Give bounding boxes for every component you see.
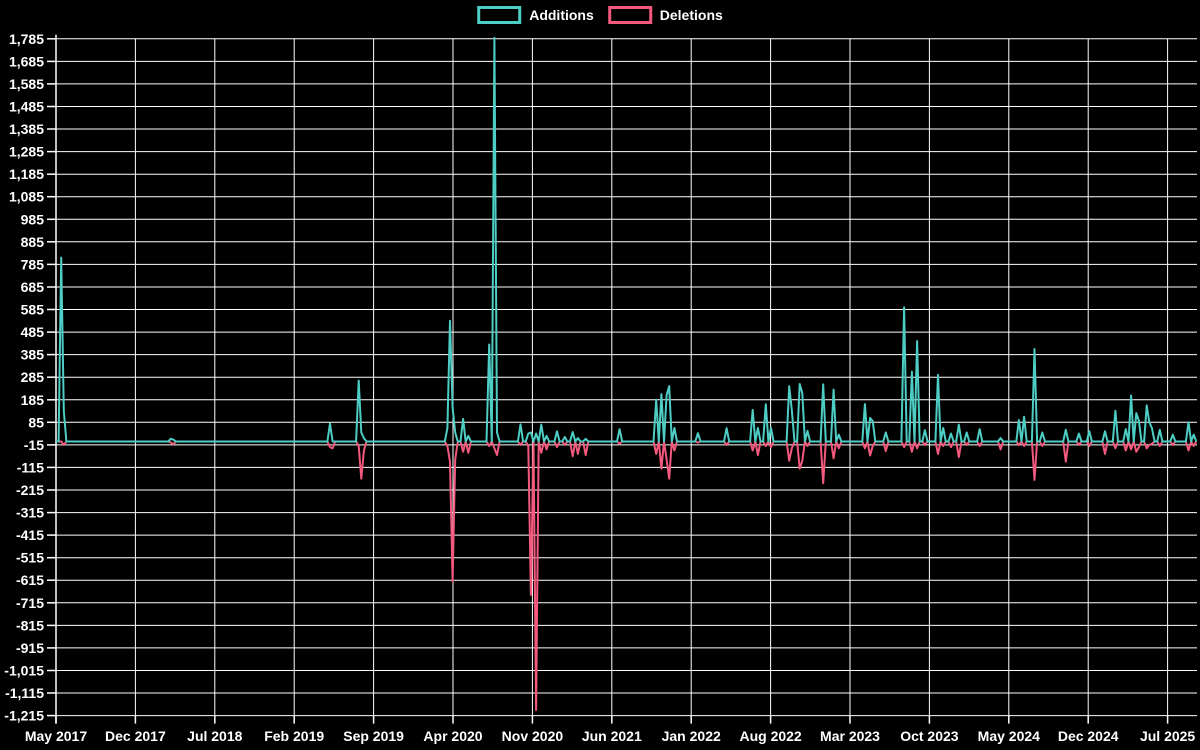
svg-text:1,285: 1,285 [9,144,44,160]
additions-line [56,36,1198,443]
additions-swatch-icon [477,6,522,24]
svg-text:Jul 2018: Jul 2018 [187,728,242,744]
svg-text:885: 885 [21,234,45,250]
svg-text:Jan 2022: Jan 2022 [662,728,721,744]
svg-text:-1,115: -1,115 [5,685,44,701]
svg-text:285: 285 [21,369,45,385]
legend-label-deletions: Deletions [659,7,723,23]
svg-text:-15: -15 [24,437,44,453]
svg-text:1,185: 1,185 [9,166,44,182]
svg-text:Dec 2024: Dec 2024 [1058,728,1119,744]
svg-text:-1,015: -1,015 [4,663,44,679]
svg-text:-215: -215 [16,482,44,498]
svg-text:1,085: 1,085 [9,189,44,205]
svg-text:585: 585 [21,302,45,318]
deletions-swatch-icon [607,6,652,24]
svg-text:1,685: 1,685 [9,53,44,69]
svg-text:685: 685 [21,279,45,295]
deletions-line [56,440,1198,711]
svg-text:Oct 2023: Oct 2023 [900,728,959,744]
svg-text:785: 785 [21,256,45,272]
svg-text:1,585: 1,585 [9,76,44,92]
svg-text:Dec 2017: Dec 2017 [105,728,166,744]
svg-text:-615: -615 [16,572,44,588]
svg-text:-1,215: -1,215 [4,708,44,724]
svg-text:-915: -915 [16,640,44,656]
svg-text:Apr 2020: Apr 2020 [423,728,482,744]
svg-text:Mar 2023: Mar 2023 [820,728,880,744]
svg-text:1,785: 1,785 [9,31,44,47]
svg-text:185: 185 [21,392,45,408]
svg-text:385: 385 [21,347,45,363]
legend-item-deletions[interactable]: Deletions [607,6,723,24]
svg-text:Nov 2020: Nov 2020 [502,728,564,744]
x-axis-grid: May 2017 Dec 2017 Jul 2018 Feb 2019 Sep 2019… [25,38,1195,744]
legend-item-additions[interactable]: Additions [477,6,594,24]
svg-text:May 2017: May 2017 [25,728,87,744]
svg-text:Aug 2022: Aug 2022 [739,728,801,744]
svg-text:-715: -715 [16,595,44,611]
svg-text:-515: -515 [16,550,44,566]
svg-text:-815: -815 [16,617,44,633]
chart-legend: Additions Deletions [477,6,723,24]
y-axis-grid: -1,215 -1,115 -1,015 -915 -815 -715 -615 -515 -4… [4,31,1197,724]
svg-text:Jul 2025: Jul 2025 [1140,728,1195,744]
legend-label-additions: Additions [529,7,594,23]
svg-text:Jun 2021: Jun 2021 [582,728,642,744]
svg-text:1,485: 1,485 [9,99,44,115]
svg-text:485: 485 [21,324,45,340]
svg-text:-315: -315 [16,505,44,521]
svg-text:985: 985 [21,211,45,227]
svg-text:1,385: 1,385 [9,121,44,137]
svg-text:May 2024: May 2024 [978,728,1040,744]
svg-text:-115: -115 [17,459,44,475]
svg-text:Sep 2019: Sep 2019 [343,728,404,744]
svg-text:85: 85 [28,414,44,430]
svg-text:Feb 2019: Feb 2019 [264,728,324,744]
svg-text:-415: -415 [16,527,44,543]
